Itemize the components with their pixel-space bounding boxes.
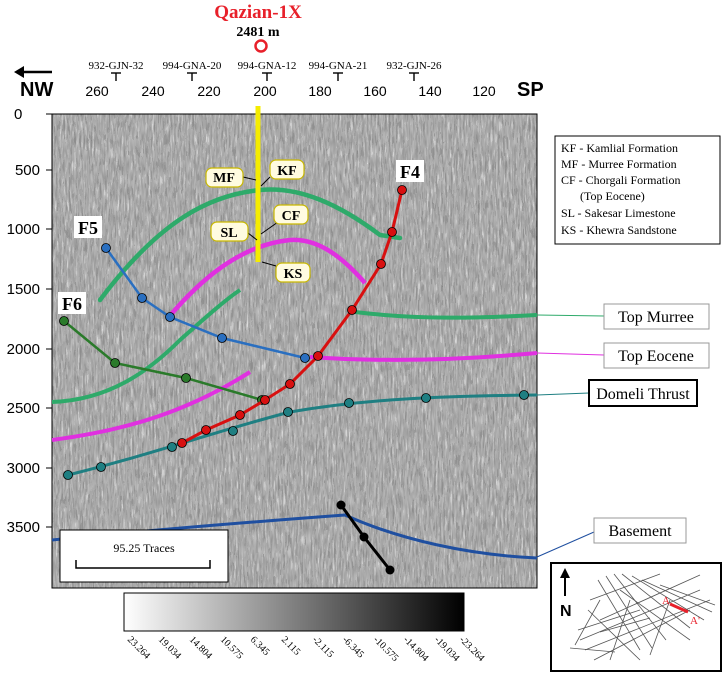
tag-kf-label: KF xyxy=(277,164,296,179)
fault-labels: F4 F5 F6 xyxy=(58,160,424,314)
nw-arrow-icon xyxy=(14,66,52,78)
colorbar-tick-label: 23.264 xyxy=(125,634,152,661)
thrust-points xyxy=(63,390,529,480)
time-axis: 0 500 1000 1500 2000 2500 3000 3500 xyxy=(7,106,40,536)
basement-fault xyxy=(336,500,395,575)
formation-tags: MF KF CF SL KS xyxy=(205,159,311,283)
fault-f4-label: F4 xyxy=(400,162,420,182)
time-tick-label: 3500 xyxy=(7,519,40,536)
scale-bar: 95.25 Traces xyxy=(59,529,229,583)
crossing-ticks xyxy=(111,72,419,81)
colorbar-tick-label: -14.804 xyxy=(401,634,431,664)
fault-f6-label: F6 xyxy=(62,294,82,314)
crossing-lines: 932-GJN-32 994-GNA-20 994-GNA-12 994-GNA… xyxy=(89,60,442,72)
fault-f4 xyxy=(177,185,407,448)
colorbar-tick-label: -6.345 xyxy=(340,634,366,660)
tag-ks: KS xyxy=(261,261,311,283)
sp-tick-label: 260 xyxy=(85,83,109,99)
sp-tick-label: 140 xyxy=(418,83,442,99)
horizon-labels: Top Murree Top Eocene Domeli Thrust Base… xyxy=(536,303,710,558)
sp-tick-label: 120 xyxy=(472,83,496,99)
colorbar-tick-label: 14.804 xyxy=(187,634,214,661)
colorbar-tick-label: 6.345 xyxy=(248,634,272,658)
crossing-line-label: 994-GNA-21 xyxy=(309,60,368,72)
formation-legend: KF - Kamlial Formation MF - Murree Forma… xyxy=(554,135,721,245)
tag-sl: SL xyxy=(210,221,258,242)
colorbar-tick-label: -10.575 xyxy=(371,634,401,664)
green-lower-horizon xyxy=(52,288,537,404)
colorbar-tick-label: 10.575 xyxy=(218,634,245,661)
top-eocene-label: Top Eocene xyxy=(618,348,694,365)
colorbar-tick-label: -23.264 xyxy=(457,634,487,664)
crossing-line-label: 932-GJN-32 xyxy=(89,60,144,72)
inset-survey-lines xyxy=(569,573,716,661)
inset-section-line xyxy=(669,602,689,614)
time-tick-label: 2500 xyxy=(7,400,40,417)
sp-tick-label: 220 xyxy=(197,83,221,99)
amplitude-colorbar: 23.264 19.034 14.804 10.575 6.345 2.115 … xyxy=(123,592,487,664)
inset-map: N A A' xyxy=(550,562,722,672)
sp-tick-label: 180 xyxy=(308,83,332,99)
time-tick-label: 0 xyxy=(14,106,22,123)
legend-item: KS - Khewra Sandstone xyxy=(561,223,677,237)
crossing-line-label: 994-GNA-20 xyxy=(163,60,222,72)
time-tick-label: 2000 xyxy=(7,341,40,358)
tag-sl-label: SL xyxy=(220,226,237,241)
inset-north-label: N xyxy=(560,603,572,620)
legend-item: CF - Chorgali Formation xyxy=(561,173,680,187)
seismic-section xyxy=(51,113,538,589)
well-depth: 2481 m xyxy=(236,25,280,40)
tag-ks-label: KS xyxy=(284,267,303,282)
north-arrow-icon xyxy=(560,568,570,596)
colorbar-tick-label: 2.115 xyxy=(279,634,302,657)
sp-tick-label: 240 xyxy=(141,83,165,99)
direction-left-label: NW xyxy=(20,79,53,101)
top-eocene-horizon xyxy=(52,351,537,442)
sp-axis: 260 240 220 200 180 160 140 120 xyxy=(85,83,496,99)
crossing-line-label: 932-GJN-26 xyxy=(387,60,442,72)
cf-horizon xyxy=(166,237,367,320)
colorbar-tick-label: 19.034 xyxy=(156,634,183,661)
tag-cf-label: CF xyxy=(282,209,301,224)
legend-item: (Top Eocene) xyxy=(580,189,645,203)
domeli-thrust-label: Domeli Thrust xyxy=(596,386,690,403)
time-tick-label: 1000 xyxy=(7,221,40,238)
legend-item: KF - Kamlial Formation xyxy=(561,141,678,155)
fault-f5-label: F5 xyxy=(78,218,98,238)
time-tick-label: 1500 xyxy=(7,281,40,298)
tag-kf: KF xyxy=(260,159,305,187)
sp-tick-label: 200 xyxy=(253,83,277,99)
time-tick-label: 500 xyxy=(15,162,40,179)
direction-right-label: SP xyxy=(517,79,544,101)
top-murree-label: Top Murree xyxy=(618,309,694,326)
tag-cf: CF xyxy=(260,204,309,235)
time-axis-ticks xyxy=(46,113,52,528)
legend-item: SL - Sakesar Limestone xyxy=(561,206,676,220)
colorbar-tick-label: -19.034 xyxy=(432,634,462,664)
tag-mf-label: MF xyxy=(213,171,235,186)
colorbar-tick-label: -2.115 xyxy=(310,634,336,660)
fault-f5 xyxy=(101,243,310,363)
crossing-line-label: 994-GNA-12 xyxy=(238,60,297,72)
tag-mf: MF xyxy=(205,167,257,188)
scale-bar-label: 95.25 Traces xyxy=(113,541,175,555)
well-name: Qazian-1X xyxy=(214,2,302,23)
inset-a-prime-label: A' xyxy=(690,615,700,627)
basement-label: Basement xyxy=(608,523,672,540)
time-tick-label: 3000 xyxy=(7,460,40,477)
sp-tick-label: 160 xyxy=(363,83,387,99)
well-location-icon xyxy=(254,39,268,53)
inset-a-label: A xyxy=(662,595,670,607)
legend-item: MF - Murree Formation xyxy=(561,157,677,171)
